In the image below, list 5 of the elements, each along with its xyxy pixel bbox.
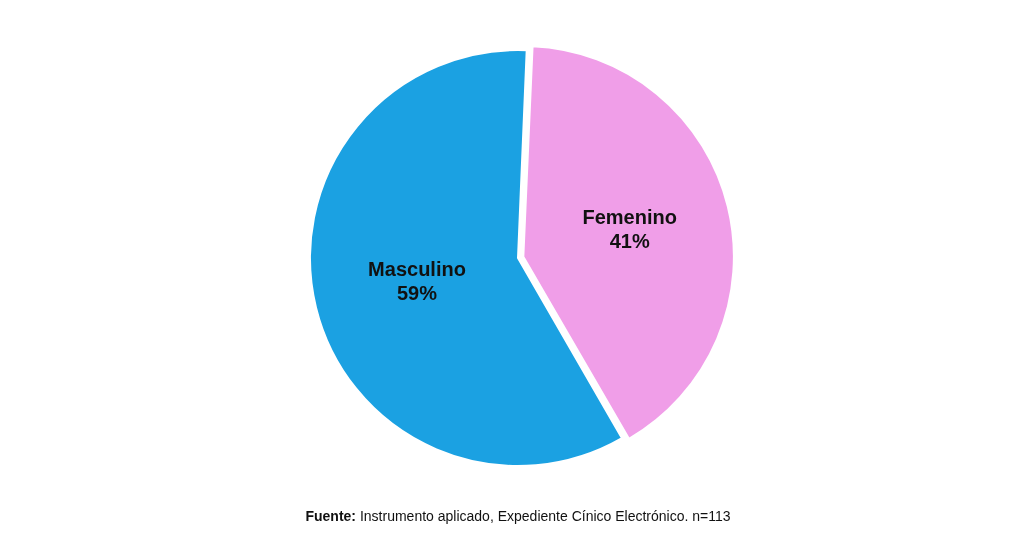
source-note: Fuente: Instrumento aplicado, Expediente Cínico Electrónico. n=113 <box>304 508 732 524</box>
data-label: 59% <box>396 282 438 305</box>
slice-label: Femenino <box>582 206 677 229</box>
slice-label: Masculino <box>368 258 466 281</box>
data-label: 41% <box>609 230 650 253</box>
